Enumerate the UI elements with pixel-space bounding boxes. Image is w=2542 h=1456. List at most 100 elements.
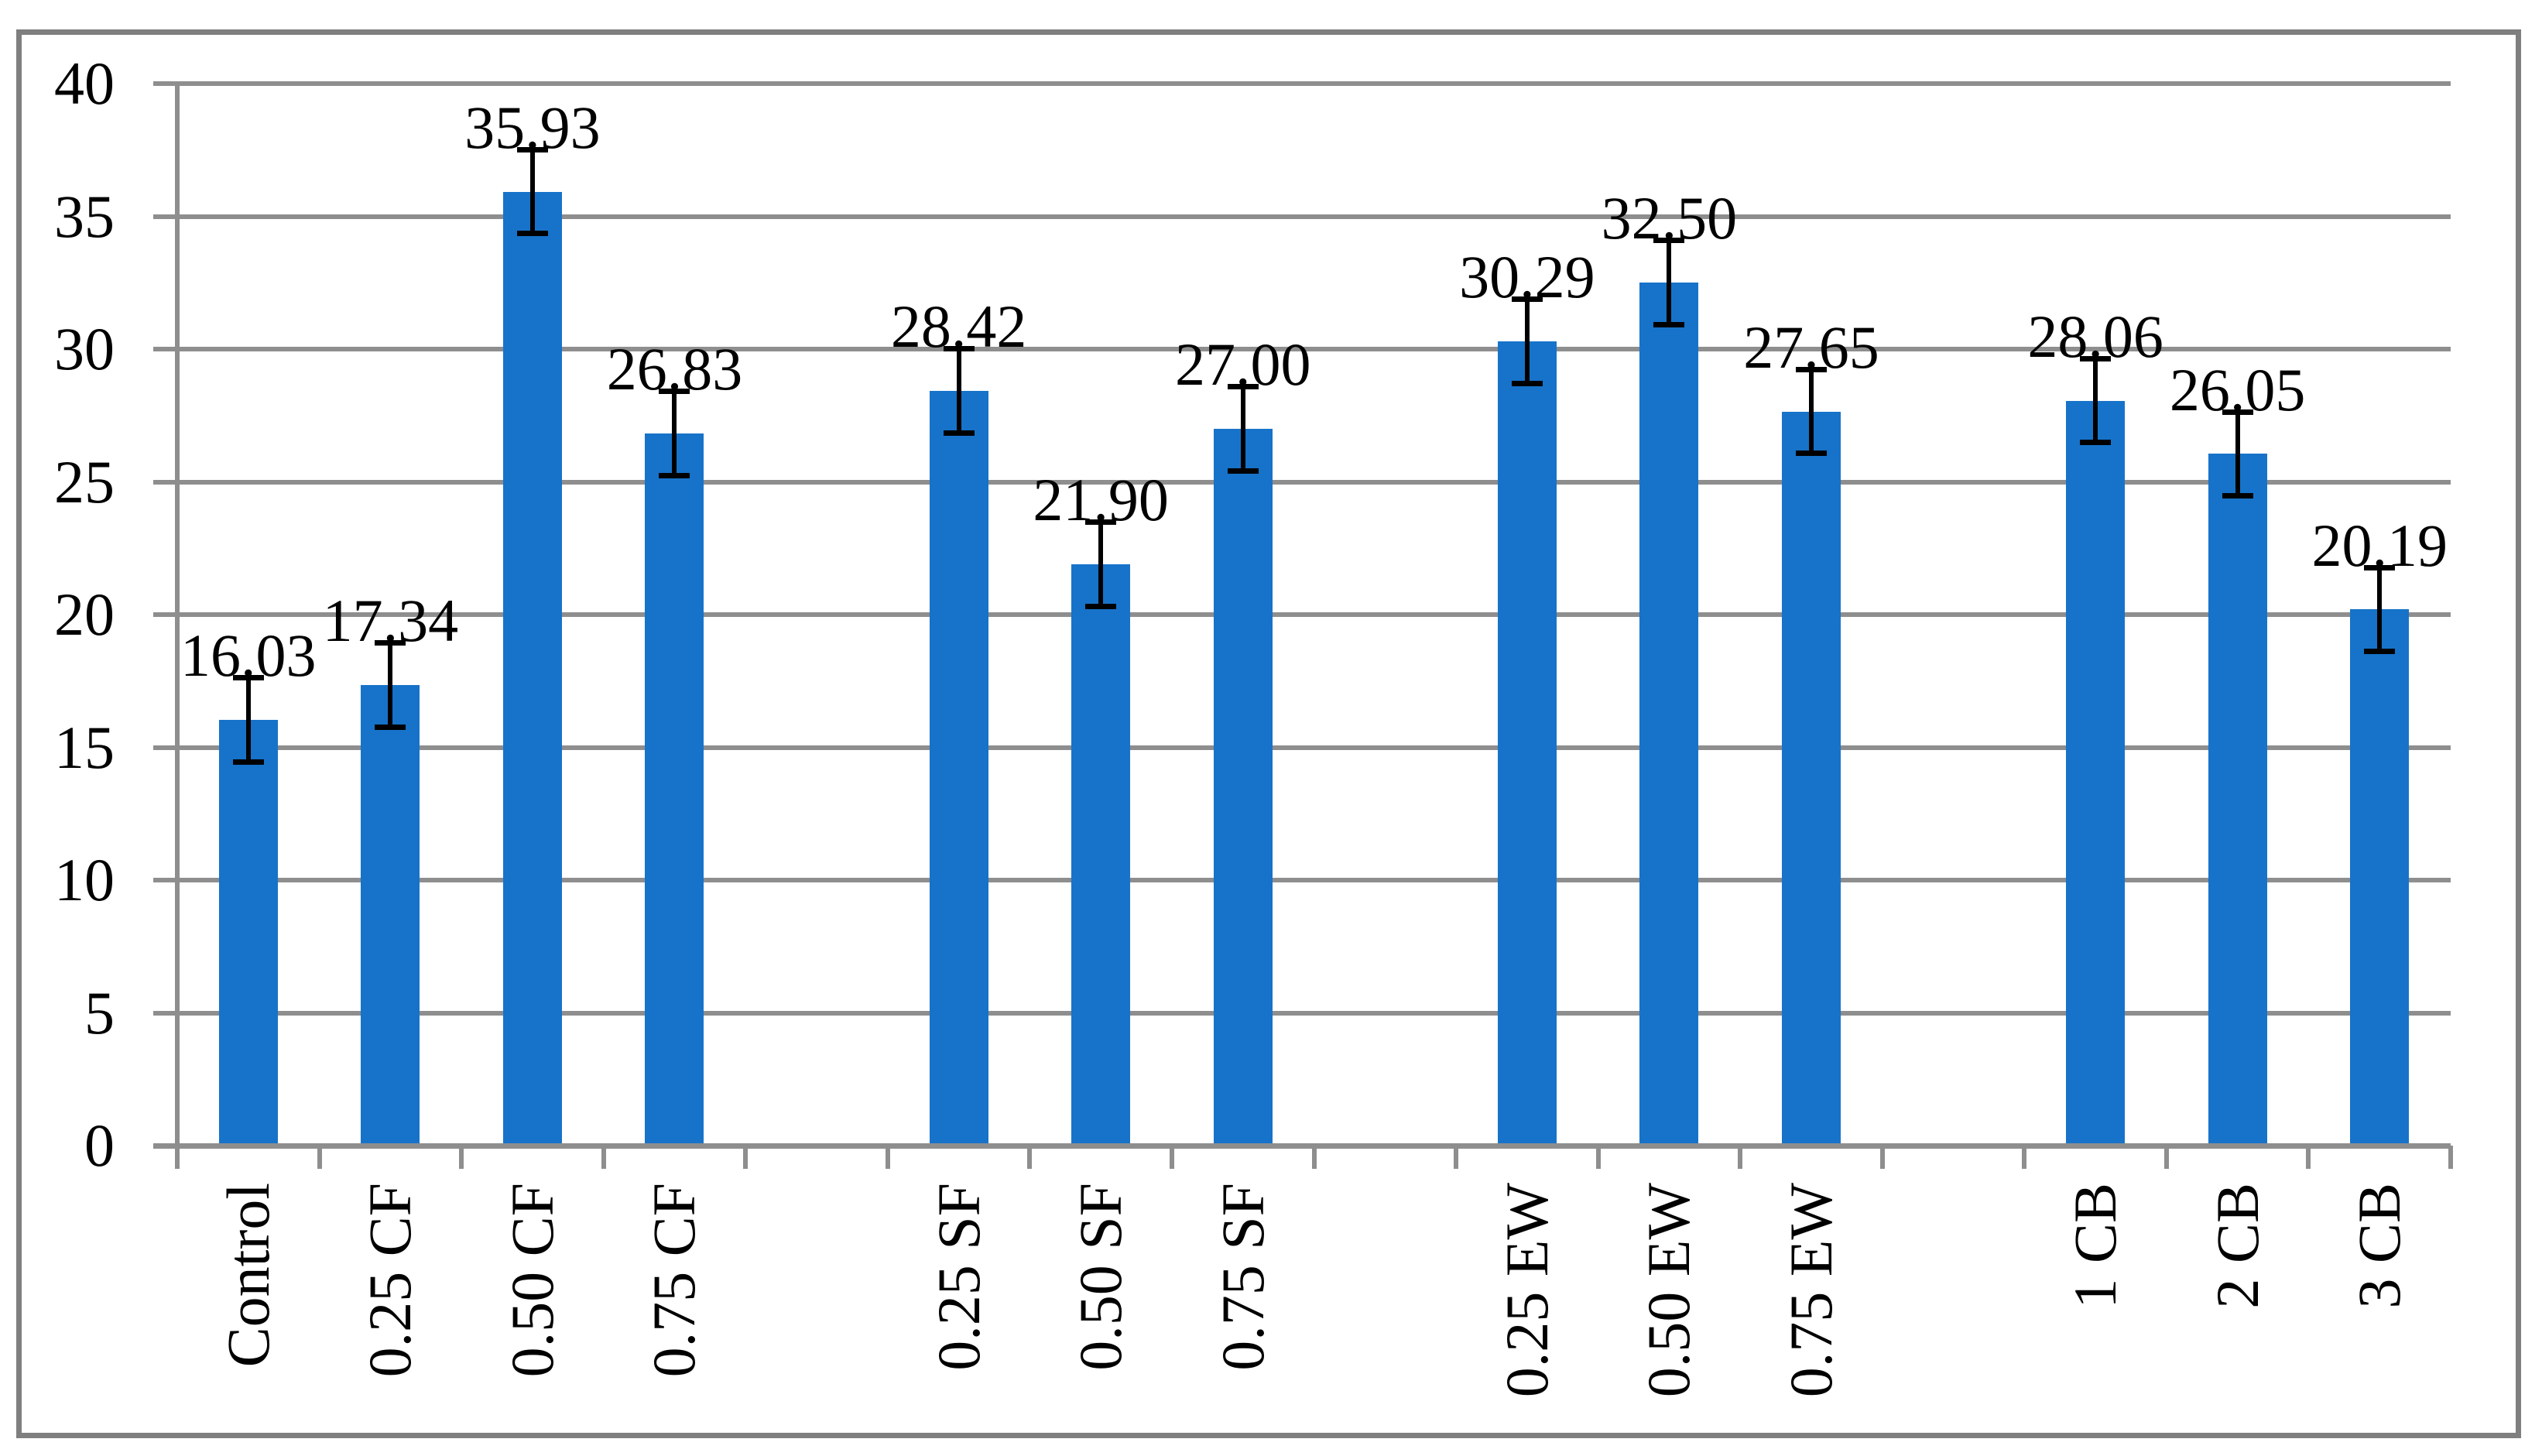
bar-value-label: 28.06: [2027, 302, 2163, 370]
error-bar-cap-bottom: [2364, 649, 2396, 655]
y-axis-tick-label: 20: [54, 581, 115, 648]
bar-value-label: 28.42: [890, 293, 1027, 361]
gridline: [153, 214, 2451, 219]
x-axis-tick: [1311, 1146, 1317, 1169]
gridline: [153, 745, 2451, 750]
x-axis-label: 0.75 CF: [640, 1183, 708, 1378]
x-axis-tick: [1454, 1146, 1459, 1169]
bar-value-label: 21.90: [1033, 465, 1169, 533]
error-bar-cap-top: [1795, 366, 1827, 372]
error-bar-cap-top: [516, 146, 548, 152]
error-bar-cap-top: [943, 346, 975, 352]
error-bar-cap-bottom: [516, 231, 548, 237]
error-bar: [2377, 567, 2383, 653]
bar-0-75-sf: [1213, 428, 1273, 1143]
y-axis-tick-label: 35: [54, 182, 115, 250]
x-axis-label: 0.25 CF: [356, 1183, 424, 1378]
gridline: [153, 1010, 2451, 1016]
x-axis-label: 0.50 EW: [1635, 1183, 1703, 1398]
y-axis-tick-label: 25: [54, 447, 115, 516]
error-bar-cap-bottom: [232, 759, 264, 766]
x-axis-tick: [175, 1146, 180, 1169]
y-axis-tick-label: 30: [54, 315, 115, 382]
x-axis-label: 2 CB: [2203, 1183, 2271, 1309]
gridline: [153, 347, 2451, 351]
error-bar: [529, 149, 535, 235]
bar-0-75-cf: [645, 433, 704, 1143]
bar-value-label: 20.19: [2311, 511, 2448, 579]
y-axis-tick-label: 5: [84, 978, 115, 1047]
error-bar-cap-top: [1227, 384, 1259, 390]
error-bar: [956, 348, 961, 434]
bar-0-25-sf: [929, 391, 988, 1143]
y-axis-tick-label: 15: [54, 713, 115, 781]
x-axis-label: 0.50 CF: [498, 1183, 566, 1378]
x-axis-tick: [2022, 1146, 2027, 1169]
error-bar-cap-bottom: [375, 725, 406, 731]
error-bar: [2093, 358, 2098, 444]
x-axis-label: 1 CB: [2061, 1183, 2129, 1309]
x-axis-label: 0.25 SF: [924, 1183, 992, 1371]
figure-border: [16, 29, 2521, 1438]
error-bar-cap-bottom: [1511, 380, 1543, 386]
x-axis-line: [153, 1143, 2451, 1149]
bar-value-label: 26.05: [2169, 355, 2306, 423]
error-bar-cap-bottom: [2222, 493, 2253, 499]
x-axis-tick: [459, 1146, 464, 1169]
x-axis-tick: [601, 1146, 606, 1169]
x-axis-label: 0.50 SF: [1067, 1183, 1135, 1371]
error-bar: [1240, 386, 1245, 471]
bar-0-50-ew: [1639, 283, 1699, 1143]
bar-value-label: 27.00: [1174, 331, 1311, 399]
x-axis-tick: [317, 1146, 322, 1169]
error-bar: [388, 642, 393, 728]
error-bar: [1667, 240, 1672, 326]
gridline: [153, 878, 2451, 882]
bar-2-cb: [2208, 454, 2267, 1143]
error-bar-cap-top: [2222, 409, 2253, 415]
error-bar-cap-bottom: [1795, 451, 1827, 457]
error-bar-cap-top: [232, 675, 264, 681]
error-bar-cap-top: [2080, 355, 2112, 361]
error-bar: [2235, 411, 2240, 497]
error-bar-cap-top: [659, 388, 690, 394]
x-axis-label: 0.25 EW: [1492, 1183, 1560, 1398]
bar-1-cb: [2066, 400, 2126, 1143]
error-bar-cap-top: [2364, 564, 2396, 570]
x-axis-label: Control: [214, 1183, 282, 1368]
bar-0-25-cf: [361, 685, 420, 1143]
error-bar: [1098, 521, 1104, 607]
gridline: [153, 81, 2451, 86]
error-bar-cap-bottom: [943, 430, 975, 437]
x-axis-tick: [743, 1146, 749, 1169]
error-bar: [1808, 368, 1814, 454]
error-bar-cap-bottom: [659, 472, 690, 478]
x-axis-tick: [1169, 1146, 1174, 1169]
error-bar: [672, 390, 677, 476]
x-axis-tick: [1738, 1146, 1743, 1169]
error-bar: [1524, 299, 1530, 384]
gridline: [153, 479, 2451, 485]
error-bar-cap-bottom: [1085, 603, 1117, 609]
bar-0-25-ew: [1497, 341, 1557, 1143]
x-axis-label: 0.75 EW: [1776, 1183, 1845, 1398]
error-bar-cap-top: [1085, 519, 1117, 525]
x-axis-tick: [2306, 1146, 2311, 1169]
bar-value-label: 30.29: [1459, 243, 1595, 311]
bar-value-label: 27.65: [1743, 313, 1879, 381]
x-axis-tick: [1027, 1146, 1033, 1169]
bar-value-label: 17.34: [322, 587, 459, 655]
y-axis-tick-label: 0: [84, 1112, 115, 1179]
bar-value-label: 26.83: [606, 334, 743, 403]
x-axis-tick: [1879, 1146, 1885, 1169]
error-bar: [245, 677, 251, 763]
error-bar-cap-bottom: [2080, 440, 2112, 446]
bar-value-label: 35.93: [464, 93, 601, 161]
bar-control: [218, 720, 278, 1143]
x-axis-tick: [2163, 1146, 2169, 1169]
error-bar-cap-top: [1653, 238, 1685, 244]
x-axis-tick: [885, 1146, 890, 1169]
x-axis-tick: [2448, 1146, 2453, 1169]
